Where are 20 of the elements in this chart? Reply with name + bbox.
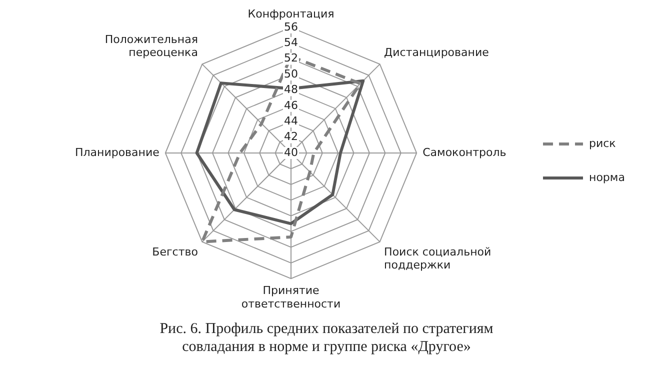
y-tick-label: 50 (284, 67, 298, 80)
y-tick-label: 42 (284, 130, 298, 144)
spoke-label: Конфронтация (248, 8, 334, 21)
spoke-label: Планирование (74, 146, 160, 159)
spoke-label: Дистанцирование (384, 46, 490, 60)
spoke-label: Принятие ответственности (241, 284, 341, 310)
spoke-label: Положительная переоценка (104, 33, 198, 60)
spoke-label: Самоконтроль (422, 146, 506, 159)
spoke-label: Бегство (152, 246, 198, 259)
legend-label: риск (589, 136, 616, 150)
y-tick-label: 56 (284, 20, 298, 34)
y-tick-label: 48 (284, 83, 298, 96)
y-tick-label: 44 (284, 114, 298, 128)
spoke-label: Поиск социальной поддержки (384, 246, 492, 272)
y-tick-label: 40 (284, 146, 298, 159)
y-tick-label: 46 (284, 98, 298, 112)
y-tick-label: 52 (284, 52, 298, 65)
text: Рис. 6. Профиль средних показателей по стратегиям совладания в норме и группе риска «Другое» (158, 320, 494, 356)
y-tick-label: 54 (284, 36, 298, 49)
legend-label: норма (589, 170, 625, 184)
